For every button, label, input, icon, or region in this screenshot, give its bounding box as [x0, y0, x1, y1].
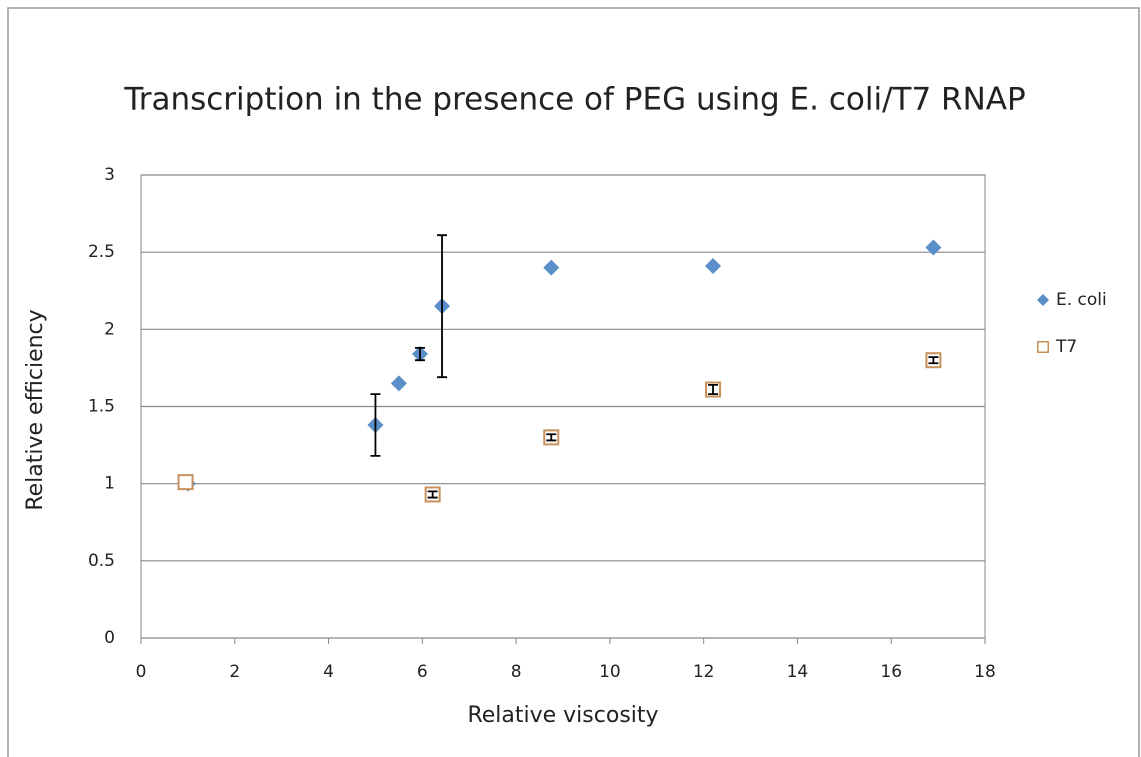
y-tick-label: 1 — [104, 474, 115, 494]
error-bar — [414, 346, 425, 362]
chart-title: Transcription in the presence of PEG usi… — [123, 82, 1025, 118]
error-bar — [370, 393, 381, 457]
y-tick-label: 0 — [104, 628, 115, 648]
error-bar — [708, 383, 719, 396]
error-bar — [427, 490, 438, 499]
x-tick-label: 6 — [417, 662, 428, 682]
error-bar — [437, 234, 448, 379]
chart-frame — [7, 7, 1140, 757]
x-tick-label: 12 — [693, 662, 715, 682]
legend-label: T7 — [1055, 337, 1077, 357]
x-tick-label: 14 — [787, 662, 809, 682]
point — [925, 239, 942, 256]
x-tick-label: 4 — [323, 662, 334, 682]
point — [705, 258, 722, 275]
y-tick-label: 3 — [104, 165, 115, 185]
y-tick-label: 2 — [104, 319, 115, 339]
legend-marker — [1037, 294, 1049, 306]
y-tick-label: 0.5 — [88, 551, 115, 571]
y-tick-label: 1.5 — [88, 397, 115, 417]
x-tick-label: 16 — [880, 662, 902, 682]
x-tick-label: 0 — [136, 662, 147, 682]
x-axis-label: Relative viscosity — [467, 703, 658, 728]
point — [177, 474, 194, 491]
legend-label: E. coli — [1056, 290, 1107, 310]
y-tick-label: 2.5 — [88, 242, 115, 262]
error-bar — [928, 356, 939, 365]
y-axis-label: Relative efficiency — [23, 309, 48, 510]
error-bar — [546, 433, 557, 442]
x-tick-label: 18 — [974, 662, 996, 682]
x-tick-label: 2 — [229, 662, 240, 682]
legend-marker — [1037, 341, 1049, 353]
x-tick-label: 10 — [599, 662, 621, 682]
point — [390, 375, 407, 392]
point — [543, 259, 560, 276]
x-tick-label: 8 — [511, 662, 522, 682]
